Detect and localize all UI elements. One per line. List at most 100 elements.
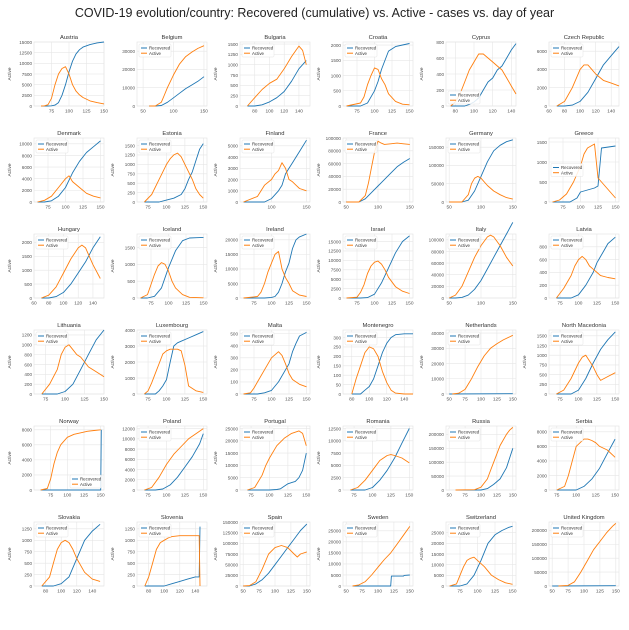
y-tick-label: 6000: [125, 457, 136, 462]
x-tick-label: 150: [509, 493, 517, 499]
x-tick-label: 125: [390, 589, 398, 595]
x-tick-label: 100: [470, 109, 478, 115]
subplot-title: Denmark: [57, 131, 81, 137]
y-tick-label: 0: [235, 104, 238, 109]
y-tick-label: 150000: [429, 446, 445, 451]
x-tick-label: 60: [31, 301, 37, 307]
y-tick-label: 1000: [537, 353, 548, 358]
subplot-title: Greece: [574, 131, 593, 137]
y-tick-label: 0: [338, 104, 341, 109]
x-tick-label: 50: [241, 589, 247, 595]
subplot-title: Spain: [268, 515, 283, 521]
subplot-title: Romania: [366, 419, 390, 425]
y-tick-label: 750: [127, 550, 135, 555]
subplot-title: Lithuania: [57, 323, 81, 329]
y-tick-label: 150000: [532, 542, 548, 547]
y-tick-label: 0: [544, 488, 547, 493]
y-tick-label: 0: [338, 296, 341, 301]
legend-label: Active: [149, 435, 162, 440]
subplot-title: Cyprus: [472, 35, 490, 41]
y-tick-label: 0: [544, 584, 547, 589]
x-tick-label: 100: [477, 493, 485, 499]
y-tick-label: 0: [235, 296, 238, 301]
y-tick-label: 0: [29, 296, 32, 301]
y-tick-label: 100: [230, 380, 238, 385]
y-tick-label: 4000: [537, 67, 548, 72]
y-tick-label: 5000: [228, 281, 239, 286]
y-tick-label: 200: [24, 382, 32, 387]
x-tick-label: 80: [453, 109, 459, 115]
x-tick-label: 100: [576, 109, 584, 115]
x-tick-label: 150: [199, 493, 207, 499]
x-tick-label: 50: [140, 109, 146, 115]
legend-label: Active: [561, 170, 574, 175]
x-tick-label: 150: [97, 493, 105, 499]
y-tick-label: 50000: [431, 182, 444, 187]
y-tick-label: 100000: [532, 556, 548, 561]
subplot-title: France: [369, 131, 387, 137]
y-tick-label: 25000: [328, 529, 341, 534]
legend-label: Active: [458, 435, 471, 440]
x-tick-label: 120: [73, 589, 81, 595]
x-tick-label: 100: [365, 397, 373, 403]
y-tick-label: 30000: [122, 49, 135, 54]
x-tick-label: 100: [164, 301, 172, 307]
x-tick-label: 140: [88, 589, 96, 595]
y-tick-label: 20000: [225, 439, 238, 444]
subplot-title: Sweden: [368, 515, 389, 521]
x-tick-label: 75: [354, 109, 360, 115]
x-tick-label: 75: [354, 301, 360, 307]
x-tick-label: 50: [447, 493, 453, 499]
subplot-title: Ireland: [266, 227, 284, 233]
x-tick-label: 125: [388, 109, 396, 115]
y-tick-label: 50000: [534, 570, 547, 575]
x-tick-label: 75: [43, 397, 49, 403]
x-tick-label: 150: [406, 589, 414, 595]
x-tick-label: 150: [509, 301, 517, 307]
y-tick-label: 500: [24, 282, 32, 287]
y-tick-label: 15000: [225, 252, 238, 257]
x-tick-label: 125: [387, 493, 395, 499]
x-tick-label: 125: [182, 301, 190, 307]
x-tick-label: 50: [550, 589, 556, 595]
x-tick-label: 125: [596, 589, 604, 595]
y-tick-label: 0: [441, 200, 444, 205]
y-tick-label: 0: [441, 584, 444, 589]
y-tick-label: 7500: [22, 72, 33, 77]
x-tick-label: 75: [462, 493, 468, 499]
y-tick-label: 2500: [331, 475, 342, 480]
x-tick-label: 125: [82, 109, 90, 115]
legend-label: Active: [149, 51, 162, 56]
y-tick-label: 1000: [537, 160, 548, 165]
legend-label: Active: [252, 243, 265, 248]
x-tick-label: 100: [267, 205, 275, 211]
x-tick-label: 125: [388, 301, 396, 307]
x-tick-label: 100: [473, 589, 481, 595]
y-axis-label: Active: [419, 355, 425, 368]
x-tick-label: 60: [546, 109, 552, 115]
y-tick-label: 100000: [326, 136, 342, 141]
x-tick-label: 140: [295, 109, 303, 115]
y-tick-label: 100000: [429, 238, 445, 243]
legend-label: Active: [149, 339, 162, 344]
y-tick-label: 0: [29, 584, 32, 589]
x-tick-label: 125: [80, 493, 88, 499]
x-tick-label: 150: [611, 493, 619, 499]
y-tick-label: 0: [132, 584, 135, 589]
y-tick-label: 0: [338, 584, 341, 589]
y-tick-label: 20000: [431, 361, 444, 366]
legend-label: Active: [46, 531, 59, 536]
